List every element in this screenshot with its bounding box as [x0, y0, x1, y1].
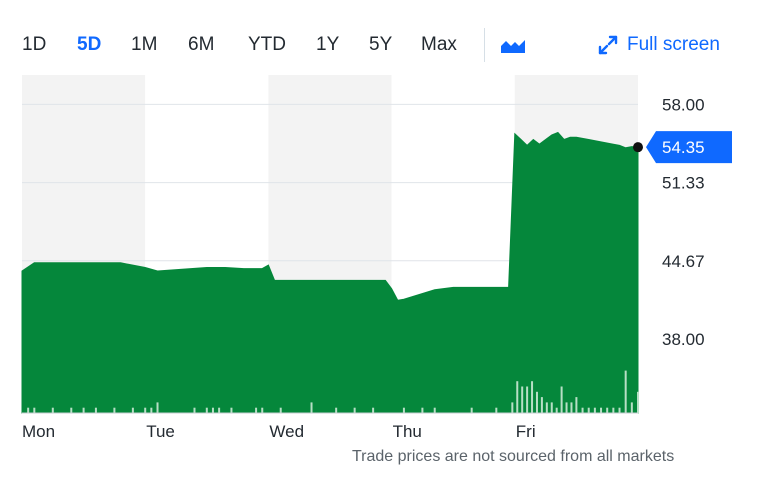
- volume-bar: [94, 407, 97, 413]
- data-source-note: Trade prices are not sourced from all ma…: [352, 448, 675, 465]
- volume-bar: [555, 407, 558, 413]
- volume-bar: [421, 407, 424, 413]
- volume-bar: [27, 407, 30, 413]
- volume-bar: [575, 397, 578, 413]
- volume-bar: [144, 407, 147, 413]
- volume-bar: [560, 386, 563, 413]
- volume-bar: [545, 402, 548, 413]
- volume-bar: [402, 407, 405, 413]
- volume-bar: [156, 402, 159, 413]
- volume-bar: [511, 402, 514, 413]
- range-5d-button[interactable]: 5D: [77, 34, 102, 55]
- volume-bar: [612, 407, 615, 413]
- volume-bar: [521, 386, 524, 413]
- volume-bar: [550, 402, 553, 413]
- volume-bar: [279, 407, 282, 413]
- volume-bar: [33, 407, 36, 413]
- y-tick-label: 58.00: [662, 95, 705, 114]
- volume-bar: [255, 407, 258, 413]
- volume-bar: [540, 397, 543, 413]
- volume-bar: [618, 407, 621, 413]
- range-5y-button[interactable]: 5Y: [369, 34, 393, 55]
- volume-bar: [606, 407, 609, 413]
- range-1y-button[interactable]: 1Y: [316, 34, 340, 55]
- x-tick-label: Thu: [393, 422, 422, 441]
- volume-bar: [630, 402, 633, 413]
- x-tick-label: Mon: [22, 422, 55, 441]
- volume-bar: [516, 381, 519, 413]
- last-price-badge: [646, 131, 732, 164]
- last-price-label: 54.35: [662, 138, 705, 157]
- range-1m-button[interactable]: 1M: [131, 34, 158, 55]
- volume-bar: [70, 407, 73, 413]
- volume-bar: [310, 402, 313, 413]
- volume-bar: [211, 407, 214, 413]
- volume-bar: [131, 407, 134, 413]
- volume-bar: [205, 407, 208, 413]
- range-max-button[interactable]: Max: [421, 34, 457, 55]
- volume-bar: [230, 407, 233, 413]
- volume-bar: [51, 407, 54, 413]
- volume-bar: [570, 402, 573, 413]
- y-tick-label: 44.67: [662, 252, 705, 271]
- volume-bar: [113, 407, 116, 413]
- volume-bar: [150, 407, 153, 413]
- fullscreen-label: Full screen: [627, 34, 720, 55]
- volume-bar: [531, 381, 534, 413]
- x-tick-label: Fri: [516, 422, 536, 441]
- volume-bar: [565, 402, 568, 413]
- volume-bar: [218, 407, 221, 413]
- volume-bar: [526, 386, 529, 413]
- volume-bar: [593, 407, 596, 413]
- volume-bar: [637, 391, 639, 413]
- volume-bar: [600, 407, 603, 413]
- volume-bar: [624, 370, 627, 413]
- volume-bar: [261, 407, 264, 413]
- y-tick-label: 51.33: [662, 174, 705, 193]
- volume-bar: [82, 407, 85, 413]
- x-tick-label: Tue: [146, 422, 175, 441]
- price-area: [21, 131, 639, 414]
- mountain-chart-icon[interactable]: [500, 38, 526, 54]
- volume-bar: [470, 407, 473, 413]
- last-price-dot: [633, 142, 643, 153]
- range-ytd-button[interactable]: YTD: [248, 34, 286, 55]
- volume-bar: [193, 407, 196, 413]
- volume-bar: [335, 407, 338, 413]
- volume-bar: [587, 407, 590, 413]
- volume-bar: [495, 407, 498, 413]
- volume-bar: [581, 407, 584, 413]
- expand-arrows-icon: [597, 34, 619, 56]
- range-toolbar: 1D 5D 1M 6M YTD 1Y 5Y Max Full screen: [0, 0, 770, 70]
- range-6m-button[interactable]: 6M: [188, 34, 215, 55]
- range-1d-button[interactable]: 1D: [22, 34, 47, 55]
- volume-bar: [433, 407, 436, 413]
- volume-bar: [372, 407, 375, 413]
- y-tick-label: 38.00: [662, 330, 705, 349]
- volume-bar: [535, 391, 538, 413]
- x-tick-label: Wed: [269, 422, 304, 441]
- volume-bar: [353, 407, 356, 413]
- toolbar-divider: [484, 28, 485, 62]
